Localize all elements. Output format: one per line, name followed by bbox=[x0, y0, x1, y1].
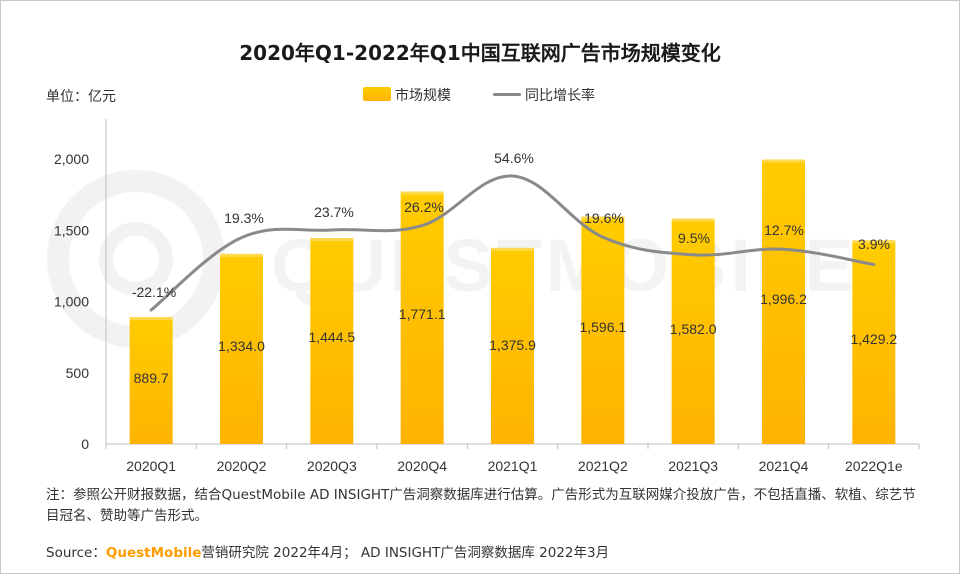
bar-value-label: 1,375.9 bbox=[489, 337, 536, 353]
growth-rate-line bbox=[149, 174, 876, 312]
growth-rate-label: 3.9% bbox=[858, 236, 890, 252]
legend-swatch-line bbox=[493, 93, 521, 96]
source-suffix: 营销研究院 2022年4月； AD INSIGHT广告洞察数据库 2022年3月 bbox=[201, 545, 610, 561]
x-tick-label: 2022Q1e bbox=[845, 458, 903, 474]
bar-value-label: 889.7 bbox=[134, 370, 169, 386]
bar-2022Q1e bbox=[852, 240, 896, 444]
y-tick-label: 500 bbox=[66, 365, 90, 381]
x-tick-label: 2020Q3 bbox=[307, 458, 357, 474]
footnote: 注：参照公开财报数据，结合QuestMobile AD INSIGHT广告洞察数… bbox=[46, 487, 916, 524]
y-tick-label: 0 bbox=[81, 436, 89, 452]
source-prefix: Source： bbox=[46, 545, 106, 561]
bar-2020Q3 bbox=[310, 238, 354, 444]
bar-top-highlight bbox=[220, 253, 263, 257]
growth-rate-label: 12.7% bbox=[764, 222, 804, 238]
bar-2021Q4 bbox=[762, 159, 805, 444]
bar-2021Q1 bbox=[491, 247, 534, 444]
bar-value-label: 1,429.2 bbox=[850, 331, 897, 347]
growth-rate-label: 23.7% bbox=[314, 204, 354, 220]
y-tick-label: 2,000 bbox=[54, 151, 89, 167]
bar-value-label: 1,582.0 bbox=[670, 321, 717, 337]
bar-2020Q2 bbox=[220, 253, 263, 444]
x-tick-label: 2020Q2 bbox=[217, 458, 267, 474]
bar-top-highlight bbox=[671, 218, 715, 222]
bar-value-label: 1,334.0 bbox=[218, 338, 265, 354]
bar-2020Q4 bbox=[400, 191, 444, 444]
bar-value-label: 1,596.1 bbox=[579, 319, 626, 335]
x-tick-label: 2021Q1 bbox=[488, 458, 538, 474]
bar-top-highlight bbox=[310, 238, 354, 242]
bar-top-highlight bbox=[852, 240, 896, 244]
growth-rate-label: 54.6% bbox=[494, 150, 534, 166]
growth-rate-label: 19.6% bbox=[584, 210, 624, 226]
x-tick-label: 2021Q3 bbox=[668, 458, 718, 474]
bar-2020Q1 bbox=[129, 317, 173, 444]
bar-2021Q3 bbox=[671, 218, 715, 444]
chart-title: 2020年Q1-2022年Q1中国互联网广告市场规模变化 bbox=[239, 41, 721, 65]
legend-swatch-bar bbox=[363, 87, 391, 101]
legend-label-line: 同比增长率 bbox=[525, 88, 595, 104]
y-tick-label: 1,500 bbox=[54, 222, 89, 238]
bar-value-label: 1,771.1 bbox=[399, 306, 446, 322]
bar-top-highlight bbox=[762, 159, 805, 163]
bar-value-label: 1,996.2 bbox=[760, 291, 807, 307]
legend-label-bar: 市场规模 bbox=[395, 88, 451, 104]
bar-top-highlight bbox=[400, 191, 444, 195]
source-brand: QuestMobile bbox=[105, 545, 202, 561]
x-tick-label: 2020Q1 bbox=[126, 458, 176, 474]
bar-top-highlight bbox=[581, 216, 625, 220]
growth-rate-label: 9.5% bbox=[678, 230, 710, 246]
chart-plot: 0 500 1,000 1,500 2,000 2020Q1 2020Q2 2020Q3 202… bbox=[54, 119, 920, 474]
x-tick-label: 2021Q4 bbox=[759, 458, 809, 474]
x-tick-label: 2020Q4 bbox=[397, 458, 447, 474]
source-line: Source：QuestMobile营销研究院 2022年4月； AD INSI… bbox=[46, 541, 609, 561]
growth-rate-label: 26.2% bbox=[404, 199, 444, 215]
y-tick-label: 1,000 bbox=[54, 294, 89, 310]
bar-top-highlight bbox=[491, 247, 534, 251]
bar-top-highlight bbox=[129, 317, 173, 321]
unit-label: 单位：亿元 bbox=[46, 89, 116, 105]
growth-rate-label: 19.3% bbox=[224, 210, 264, 226]
growth-rate-label: -22.1% bbox=[132, 284, 176, 300]
bar-2021Q2 bbox=[581, 216, 625, 444]
bar-value-label: 1,444.5 bbox=[308, 329, 355, 345]
x-tick-label: 2021Q2 bbox=[578, 458, 628, 474]
